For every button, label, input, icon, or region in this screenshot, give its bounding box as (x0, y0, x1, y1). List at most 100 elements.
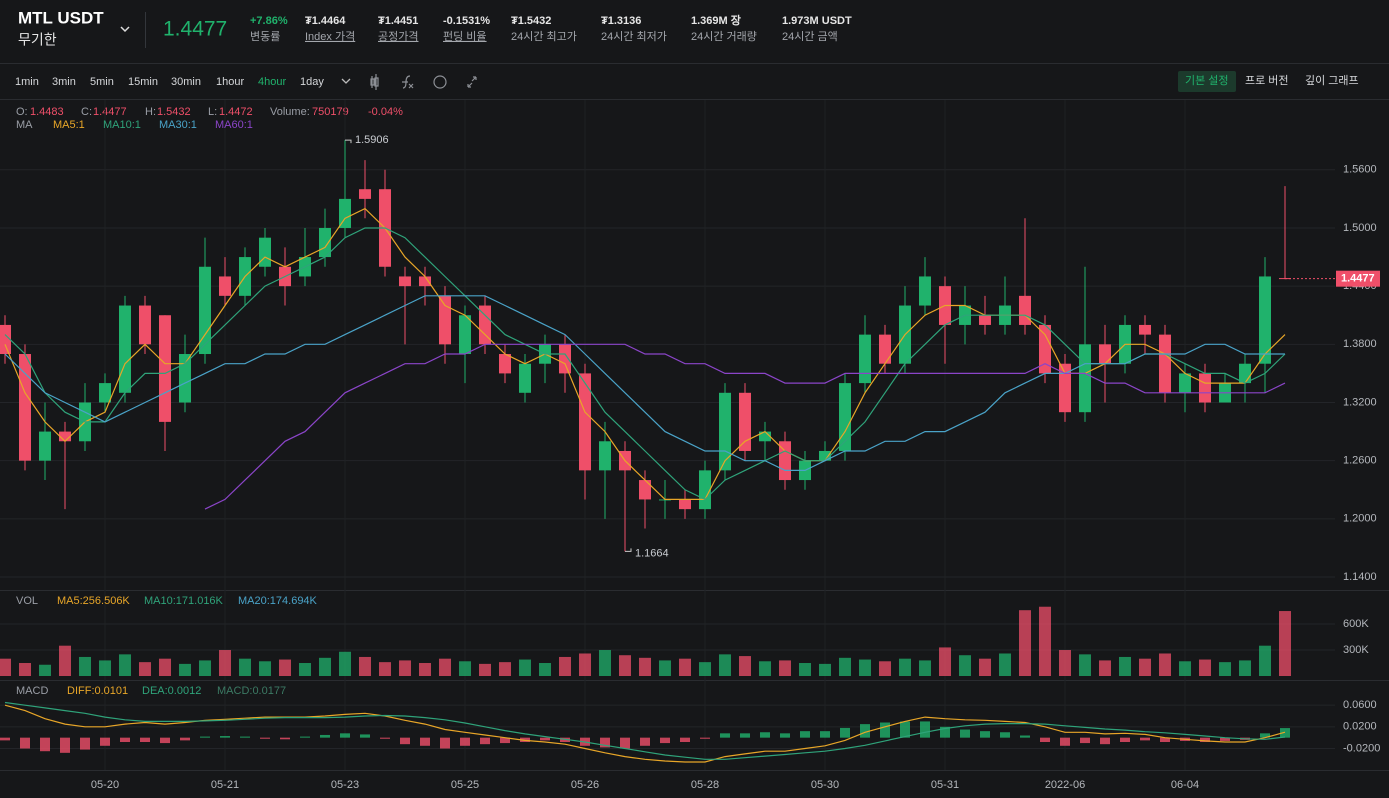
macd-tick-label: 0.0200 (1343, 721, 1377, 733)
indicator-icon[interactable] (402, 75, 414, 89)
volume-bar (499, 662, 511, 676)
volume-bar (299, 663, 311, 676)
candle-body (719, 392, 731, 471)
close-label: C: (81, 106, 92, 118)
macd-bar (280, 737, 290, 740)
macd-legend: DIFF:0.0101 (67, 685, 128, 697)
candle-body (1099, 344, 1111, 364)
stat-value: ₮1.3136 (601, 15, 641, 27)
interval-button[interactable]: 1hour (216, 76, 244, 88)
candle-body (1199, 373, 1211, 403)
candle-body (459, 315, 471, 355)
volume-bar (759, 661, 771, 676)
candle-body (19, 354, 31, 461)
stat-value: ₮1.5432 (511, 15, 551, 27)
ma-legend: MA10:1 (103, 119, 141, 131)
macd-bar (1140, 737, 1150, 741)
interval-button[interactable]: 30min (171, 76, 201, 88)
macd-tick-label: -0.0200 (1343, 742, 1380, 754)
macd-bar (640, 737, 650, 746)
symbol-dropdown[interactable] (120, 26, 130, 33)
interval-button[interactable]: 5min (90, 76, 114, 88)
candle-body (1259, 276, 1271, 364)
volume-bar (439, 658, 451, 676)
price-tag (1336, 270, 1380, 287)
candle-body (1139, 324, 1151, 335)
view-tab[interactable]: 깊이 그래프 (1305, 74, 1359, 87)
macd-bar (1000, 732, 1010, 738)
macd-bar (960, 729, 970, 738)
candle-body (319, 227, 331, 258)
macd-bar (1160, 737, 1170, 742)
candle-body (859, 334, 871, 384)
interval-button[interactable]: 3min (52, 76, 76, 88)
candle-body (819, 450, 831, 461)
high-label: H: (145, 106, 156, 118)
view-tab[interactable]: 기본 설정 (1185, 74, 1229, 87)
volume-bar (99, 660, 111, 676)
macd-bar (240, 736, 250, 738)
candle-body (679, 499, 691, 510)
macd-bar (460, 737, 470, 746)
volume-bar (0, 658, 11, 676)
volume-bar (579, 653, 591, 676)
volume-bar (739, 656, 751, 676)
ma-label: MA (16, 119, 33, 131)
symbol[interactable]: MTL USDT (18, 8, 104, 27)
change-value: -0.04% (368, 106, 403, 118)
macd-bar (1220, 737, 1230, 741)
y-tick-label: 1.5600 (1343, 164, 1377, 176)
volume-bar (999, 653, 1011, 676)
stat-value: 1.973M USDT (782, 15, 852, 27)
x-tick-label: 05-20 (91, 779, 119, 791)
settings-icon[interactable] (433, 75, 447, 89)
candle-body (839, 383, 851, 451)
candle-body (1039, 324, 1051, 374)
chart-type-icon[interactable] (370, 74, 379, 90)
candle-body (639, 480, 651, 500)
stat-label: 24시간 최저가 (601, 30, 667, 43)
volume-bar (1259, 645, 1271, 676)
macd-bar (900, 721, 910, 738)
high-marker (345, 139, 352, 144)
candle-body (219, 276, 231, 296)
view-tab[interactable]: 프로 버전 (1245, 74, 1289, 87)
fullscreen-icon[interactable] (467, 76, 477, 88)
volume-bar (479, 663, 491, 676)
toolbar (341, 71, 1236, 92)
candle-body (1239, 363, 1251, 384)
macd-bar (140, 737, 150, 742)
x-tick-label: 05-28 (691, 779, 719, 791)
y-tick-label: 1.2000 (1343, 513, 1377, 525)
price-tag-label: 1.4477 (1341, 273, 1375, 285)
ma-line (4, 227, 1286, 501)
volume-bar (979, 658, 991, 676)
low-label: L: (208, 106, 217, 118)
interval-button[interactable]: 1day (300, 76, 324, 88)
more-intervals[interactable] (341, 78, 351, 84)
macd-bar (480, 737, 490, 745)
x-tick-label: 05-23 (331, 779, 359, 791)
volume-bar (1079, 654, 1091, 676)
volume-bar (319, 657, 331, 676)
macd-bar (920, 721, 930, 738)
macd-bar (440, 737, 450, 749)
macd-bar (40, 737, 50, 752)
macd-label: MACD (16, 685, 48, 697)
open-value: 1.4483 (30, 106, 64, 118)
macd-bar (740, 733, 750, 738)
interval-button[interactable]: 4hour (258, 76, 286, 88)
macd-bar (1020, 735, 1030, 738)
macd-bar (1060, 737, 1070, 746)
macd-bar (380, 737, 390, 739)
volume-bar (1179, 661, 1191, 676)
volume-bar (699, 662, 711, 676)
dea-line (4, 701, 1286, 760)
vol-tick-label: 300K (1343, 644, 1369, 656)
interval-button[interactable]: 15min (128, 76, 158, 88)
x-tick-label: 05-26 (571, 779, 599, 791)
macd-bar (660, 737, 670, 744)
interval-button[interactable]: 1min (15, 76, 39, 88)
